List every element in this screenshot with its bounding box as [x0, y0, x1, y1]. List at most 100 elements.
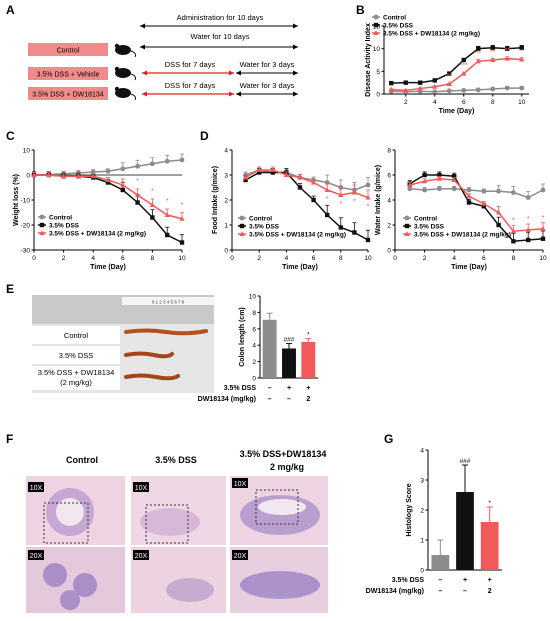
data-point	[311, 179, 317, 185]
data-point	[403, 87, 409, 93]
ruler-marks: 0 1 2 3 4 5 6 7 8	[152, 300, 185, 305]
panel-letter-b: B	[356, 3, 365, 17]
series-line-2	[409, 177, 544, 233]
x-tick-label: 6	[312, 255, 316, 262]
data-point	[90, 169, 96, 175]
legend-label: 3.5% DSS	[49, 223, 80, 230]
data-point	[496, 209, 502, 215]
data-point	[504, 55, 510, 61]
legend-marker	[373, 14, 379, 20]
x-tick-label: 6	[462, 99, 466, 106]
data-point	[270, 167, 276, 172]
data-point	[437, 172, 442, 178]
data-point	[164, 212, 170, 217]
dss-arrow-1-head-r	[229, 70, 234, 76]
data-point	[75, 173, 81, 179]
series-line-1	[391, 47, 522, 84]
tissue-blob	[240, 571, 320, 599]
significance-mark: *	[166, 198, 169, 205]
dss-row-label: 3.5% DSS	[224, 385, 257, 392]
y-tick-label: 10	[373, 46, 381, 53]
y-tick-label: 0	[387, 248, 391, 255]
dss-arrow-1-head-l	[142, 70, 147, 76]
x-tick-label: 10	[539, 255, 547, 262]
mag-badge-bg	[28, 482, 44, 492]
histo-title-dose: 2 mg/kg	[270, 462, 304, 472]
data-point	[519, 56, 525, 62]
mag-badge-10x: 10X	[30, 485, 43, 492]
drug-mark: 2	[306, 396, 310, 403]
mag-badge-bg	[133, 550, 149, 560]
dss-mark: –	[438, 577, 442, 584]
chart-disease-activity-index: 051015246810Time (Day)Disease Activity I…	[365, 14, 529, 115]
x-tick-label: 2	[62, 255, 66, 262]
y-tick-label: 2	[224, 198, 228, 205]
data-point	[325, 212, 330, 218]
dss-label-1: DSS for 7 days	[165, 60, 216, 69]
colon-treat	[124, 373, 180, 381]
data-point	[476, 46, 481, 51]
data-point	[540, 225, 546, 231]
x-tick-label: 2	[423, 255, 427, 262]
data-point	[519, 45, 524, 50]
significance-mark: ###	[284, 337, 295, 344]
data-point	[540, 187, 546, 193]
tissue-blob	[140, 508, 200, 536]
data-point	[526, 237, 531, 243]
data-point	[519, 85, 525, 91]
data-point	[475, 87, 481, 93]
data-point	[422, 172, 427, 178]
water10-head-r	[293, 44, 298, 50]
dss-mark: +	[463, 577, 467, 584]
colon-control	[124, 328, 208, 336]
significance-mark: **	[476, 50, 482, 57]
y-tick-label: 4	[224, 148, 228, 155]
panel-letter-e: E	[6, 282, 14, 296]
dss-arrow-2-head-l	[142, 91, 147, 97]
legend-marker	[404, 223, 410, 229]
significance-mark: *	[136, 178, 139, 185]
crypt	[43, 563, 67, 587]
significance-mark: *	[326, 196, 329, 203]
legend-label: Control	[249, 216, 272, 223]
mag-badge-bg	[232, 478, 248, 488]
crypt	[73, 573, 97, 597]
legend-marker	[239, 231, 245, 236]
dss-arrow-2-head-r	[229, 91, 234, 97]
y-tick-label: 8	[387, 148, 391, 155]
bar	[262, 319, 277, 378]
y-tick-label: 8	[252, 310, 256, 317]
series-line-0	[409, 188, 544, 199]
x-tick-label: 8	[339, 255, 343, 262]
dss-mark: +	[306, 385, 310, 392]
legend-label: 3.5% DSS + DW18134 (2 mg/kg)	[383, 31, 480, 38]
data-point	[297, 174, 303, 180]
significance-mark: *	[488, 500, 491, 507]
zoom-box-control	[43, 502, 89, 544]
water10-label: Water for 10 days	[191, 32, 250, 41]
panel-a-design: Administration for 10 days Water for 10 …	[28, 13, 298, 101]
histo-title-control: Control	[66, 455, 98, 465]
x-tick-label: 8	[151, 255, 155, 262]
series-line-1	[245, 171, 369, 241]
y-axis-label: Water Intake (g/mice)	[375, 165, 382, 235]
significance-mark: ***	[460, 63, 468, 70]
drug-mark: –	[268, 396, 272, 403]
y-tick-label: 4	[387, 198, 391, 205]
data-point	[324, 187, 330, 192]
data-point	[150, 161, 155, 167]
data-point	[365, 182, 371, 188]
group-box-vehicle	[28, 67, 108, 80]
data-point	[407, 186, 413, 192]
significance-mark: *	[181, 202, 184, 209]
y-tick-label: 3	[224, 173, 228, 180]
y-axis-label: Food Intake (g/mice)	[212, 166, 219, 234]
data-point	[135, 200, 140, 205]
x-tick-label: 4	[452, 255, 456, 262]
y-tick-label: 2	[252, 359, 256, 366]
y-tick-label: 2	[420, 508, 424, 515]
data-point	[120, 166, 126, 172]
photo-label-bg-control	[32, 326, 120, 344]
data-point	[365, 237, 371, 243]
